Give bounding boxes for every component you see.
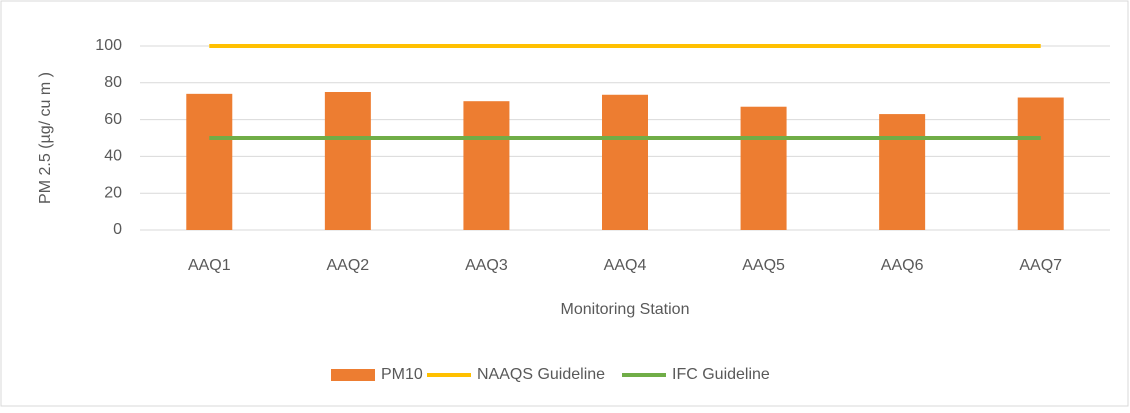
bar	[1017, 97, 1064, 231]
x-tick-label: AAQ2	[327, 257, 370, 274]
x-tick-label: AAQ5	[742, 257, 785, 274]
bar	[602, 94, 648, 230]
x-tick-label: AAQ4	[604, 257, 647, 274]
x-tick-label: AAQ7	[1019, 257, 1062, 274]
legend-label: NAAQS Guideline	[477, 366, 605, 383]
x-tick-label: AAQ3	[465, 257, 508, 274]
bar	[740, 106, 787, 230]
x-tick-label: AAQ1	[188, 257, 231, 274]
y-tick-label: 0	[113, 221, 122, 238]
y-tick-label: 20	[104, 184, 122, 201]
y-axis-title: PM 2.5 (µg/ cu m )	[37, 72, 54, 204]
y-tick-label: 100	[95, 37, 122, 54]
x-tick-label: AAQ6	[881, 257, 924, 274]
legend-label: IFC Guideline	[672, 366, 770, 383]
x-axis-title: Monitoring Station	[561, 301, 690, 318]
bar	[463, 101, 510, 230]
y-tick-label: 80	[104, 74, 122, 91]
bar	[324, 92, 371, 230]
bar	[879, 114, 926, 230]
legend-swatch	[331, 369, 375, 381]
y-tick-label: 40	[104, 148, 122, 165]
bar	[186, 93, 233, 230]
y-tick-label: 60	[104, 111, 122, 128]
legend-label: PM10	[381, 366, 423, 383]
